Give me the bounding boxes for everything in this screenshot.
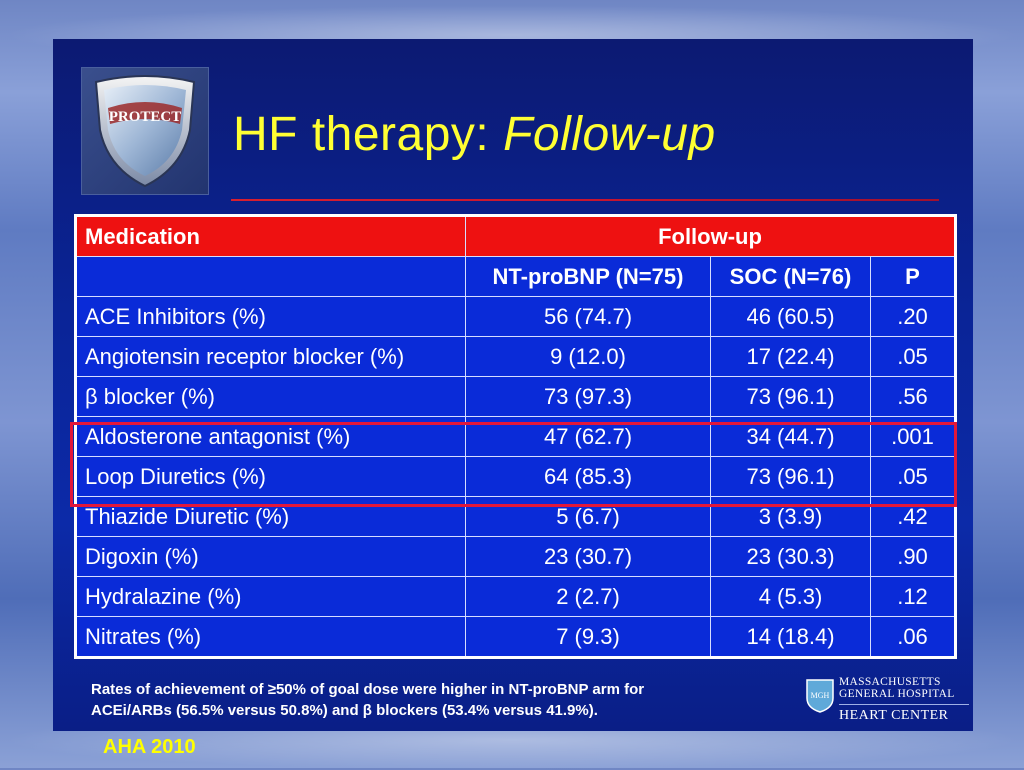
p-value-cell: .20: [870, 296, 956, 337]
ntprobnp-cell: 64 (85.3): [465, 456, 711, 497]
ntprobnp-cell: 47 (62.7): [465, 416, 711, 457]
p-value-cell: .12: [870, 576, 956, 617]
institution-name: MASSACHUSETTS GENERAL HOSPITAL: [839, 676, 955, 700]
ntprobnp-cell: 23 (30.7): [465, 536, 711, 577]
title-divider: [231, 199, 939, 201]
source-citation: AHA 2010: [103, 736, 196, 758]
department-name: HEART CENTER: [839, 708, 949, 723]
soc-cell: 46 (60.5): [710, 296, 871, 337]
p-value-cell: .90: [870, 536, 956, 577]
medication-name-cell: Digoxin (%): [75, 536, 466, 577]
institution-rule: [839, 704, 969, 705]
medication-name-cell: Thiazide Diuretic (%): [75, 496, 466, 537]
table-subheader-row: NT-proBNP (N=75) SOC (N=76) P: [75, 256, 956, 297]
soc-cell: 73 (96.1): [710, 376, 871, 417]
ntprobnp-cell: 9 (12.0): [465, 336, 711, 377]
p-value-cell: .06: [870, 616, 956, 658]
ntprobnp-cell: 7 (9.3): [465, 616, 711, 658]
protect-logo: PROTECT: [81, 67, 209, 195]
page-title: HF therapy: Follow-up: [233, 107, 716, 162]
ntprobnp-column-header: NT-proBNP (N=75): [465, 256, 711, 297]
table-row: ACE Inhibitors (%) 56 (74.7) 46 (60.5) .20: [75, 296, 956, 337]
table-row: Loop Diuretics (%) 64 (85.3) 73 (96.1) .05: [75, 456, 956, 497]
p-column-header: P: [870, 256, 956, 297]
table-row: Angiotensin receptor blocker (%) 9 (12.0)…: [75, 336, 956, 377]
table-row: Hydralazine (%) 2 (2.7) 4 (5.3) .12: [75, 576, 956, 617]
medication-name-cell: Aldosterone antagonist (%): [75, 416, 466, 457]
blank-subheader: [75, 256, 466, 297]
medication-table: Medication Follow-up NT-proBNP (N=75) SO…: [74, 214, 957, 659]
footnote-line-1: Rates of achievement of ≥50% of goal dos…: [91, 681, 645, 698]
soc-cell: 17 (22.4): [710, 336, 871, 377]
soc-column-header: SOC (N=76): [710, 256, 871, 297]
p-value-cell: .56: [870, 376, 956, 417]
ntprobnp-cell: 5 (6.7): [465, 496, 711, 537]
title-italic: Follow-up: [503, 108, 716, 161]
table-header-row: Medication Follow-up: [75, 215, 956, 257]
table-row: Digoxin (%) 23 (30.7) 23 (30.3) .90: [75, 536, 956, 577]
soc-cell: 23 (30.3): [710, 536, 871, 577]
mgh-logo: MGH MASSACHUSETTS GENERAL HOSPITAL HEART…: [805, 676, 973, 728]
footnote: Rates of achievement of ≥50% of goal dos…: [91, 679, 781, 721]
soc-cell: 4 (5.3): [710, 576, 871, 617]
table-row: Aldosterone antagonist (%) 47 (62.7) 34 (4…: [75, 416, 956, 457]
medication-name-cell: Angiotensin receptor blocker (%): [75, 336, 466, 377]
table-row: Nitrates (%) 7 (9.3) 14 (18.4) .06: [75, 616, 956, 658]
soc-cell: 3 (3.9): [710, 496, 871, 537]
medication-name-cell: Hydralazine (%): [75, 576, 466, 617]
shield-icon: PROTECT: [94, 75, 196, 188]
seal-text: MGH: [811, 691, 830, 700]
table-row: β blocker (%) 73 (97.3) 73 (96.1) .56: [75, 376, 956, 417]
soc-cell: 73 (96.1): [710, 456, 871, 497]
logo-text: PROTECT: [109, 109, 182, 125]
institution-name-line-2: GENERAL HOSPITAL: [839, 688, 955, 700]
table-row: Thiazide Diuretic (%) 5 (6.7) 3 (3.9) .42: [75, 496, 956, 537]
p-value-cell: .001: [870, 416, 956, 457]
medication-name-cell: β blocker (%): [75, 376, 466, 417]
p-value-cell: .05: [870, 456, 956, 497]
soc-cell: 14 (18.4): [710, 616, 871, 658]
medication-name-cell: ACE Inhibitors (%): [75, 296, 466, 337]
soc-cell: 34 (44.7): [710, 416, 871, 457]
slide-panel: PROTECT HF therapy: Follow-up Medication…: [53, 39, 973, 731]
institution-name-line-1: MASSACHUSETTS: [839, 676, 941, 688]
ntprobnp-cell: 73 (97.3): [465, 376, 711, 417]
ntprobnp-cell: 56 (74.7): [465, 296, 711, 337]
p-value-cell: .05: [870, 336, 956, 377]
ntprobnp-cell: 2 (2.7): [465, 576, 711, 617]
followup-header: Follow-up: [465, 215, 956, 257]
medication-name-cell: Nitrates (%): [75, 616, 466, 658]
p-value-cell: .42: [870, 496, 956, 537]
footnote-line-2: ACEi/ARBs (56.5% versus 50.8%) and β blo…: [91, 702, 598, 719]
seal-icon: MGH: [806, 679, 834, 713]
medication-name-cell: Loop Diuretics (%): [75, 456, 466, 497]
title-plain: HF therapy:: [233, 108, 504, 161]
medication-header: Medication: [75, 215, 466, 257]
